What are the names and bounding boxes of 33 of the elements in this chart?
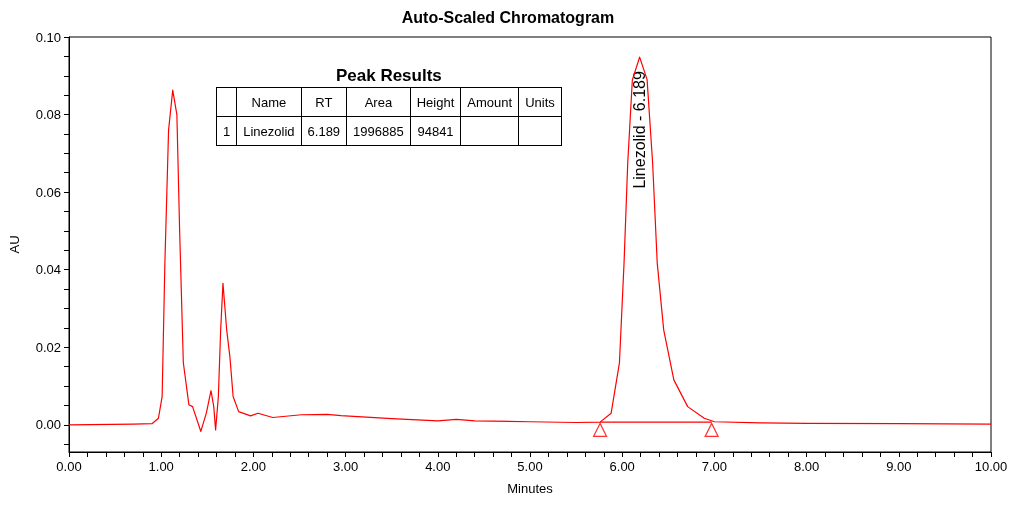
y-tick-label: 0.06 xyxy=(35,184,61,200)
x-tick-label: 1.00 xyxy=(148,459,174,474)
annotation: Peak Results xyxy=(334,66,443,86)
x-tick-label: 4.00 xyxy=(425,459,451,474)
annotation: Linezolid - 6.189 xyxy=(631,71,649,189)
annotation: Area xyxy=(346,87,411,117)
x-tick-label: 0.00 xyxy=(56,459,82,474)
y-tick-label: 0.10 xyxy=(35,29,61,45)
annotation: 94841 xyxy=(410,116,461,146)
annotation: 6.189 xyxy=(301,116,347,146)
chart-title: Auto-Scaled Chromatogram xyxy=(401,8,615,26)
x-axis-title: Minutes xyxy=(507,481,554,496)
x-tick-label: 9.00 xyxy=(886,459,912,474)
x-tick-label: 3.00 xyxy=(332,459,359,474)
x-tick-label: 6.00 xyxy=(609,459,635,474)
annotation: 1 xyxy=(216,116,237,146)
x-tick-label: 7.00 xyxy=(701,459,728,474)
y-tick-label: 0.02 xyxy=(35,339,61,355)
y-tick-label: 0.08 xyxy=(35,107,61,123)
annotation: Height xyxy=(410,87,461,117)
y-tick-label: 0.04 xyxy=(35,262,61,278)
annotation: Amount xyxy=(460,87,519,117)
annotation: 1996885 xyxy=(346,116,411,146)
annotation: Units xyxy=(518,87,562,117)
annotation: RT xyxy=(301,87,347,117)
x-tick-label: 2.00 xyxy=(240,459,267,474)
x-tick-label: 10.00 xyxy=(974,459,1008,474)
annotation: Linezolid xyxy=(236,116,302,146)
x-tick-label: 8.00 xyxy=(793,459,820,474)
x-tick-label: 5.00 xyxy=(517,459,543,474)
y-tick-label: 0.00 xyxy=(35,417,61,433)
annotation: Name xyxy=(236,87,302,117)
y-axis-title: AU xyxy=(7,235,22,254)
